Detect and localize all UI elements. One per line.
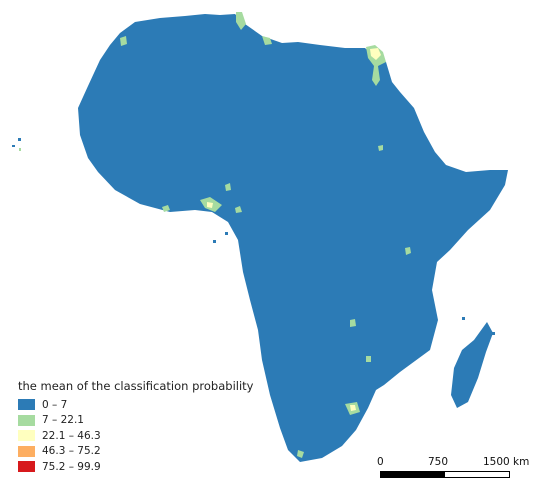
coast-patch: [236, 12, 246, 30]
legend-swatch: [18, 430, 35, 442]
scale-label-mid: 750: [428, 456, 449, 468]
island: [213, 240, 216, 243]
legend-label: 0 – 7: [42, 398, 68, 411]
island: [18, 138, 21, 141]
legend-swatch: [18, 414, 35, 426]
legend-item: 22.1 – 46.3: [16, 428, 256, 444]
island: [19, 148, 21, 151]
island: [492, 332, 495, 335]
scale-label-start: 0: [377, 456, 384, 468]
scale-label-end: 1500 km: [483, 456, 530, 468]
legend-label: 75.2 – 99.9: [42, 460, 101, 473]
scale-segment-light: [445, 472, 509, 477]
legend-swatch: [18, 461, 35, 473]
legend-label: 22.1 – 46.3: [42, 429, 101, 442]
inland-patch: [366, 356, 371, 362]
legend-item: 7 – 22.1: [16, 413, 256, 429]
inland-patch: [350, 319, 356, 327]
legend-item: 0 – 7: [16, 397, 256, 413]
island: [462, 317, 465, 320]
map-legend: the mean of the classification probabili…: [16, 379, 256, 475]
scale-bar-graphic: [380, 471, 510, 478]
legend-item: 46.3 – 75.2: [16, 444, 256, 460]
coast-patch: [162, 205, 170, 212]
legend-swatch: [18, 399, 35, 411]
legend-title: the mean of the classification probabili…: [18, 379, 254, 393]
scale-bar: 0 750 1500 km: [370, 456, 529, 484]
gauteng-core: [350, 405, 356, 411]
nile-delta-core: [370, 48, 381, 60]
scale-segment-dark: [381, 472, 445, 477]
coast-patch: [262, 36, 272, 45]
inland-patch: [378, 145, 383, 151]
coast-patch: [235, 206, 242, 213]
legend-label: 7 – 22.1: [42, 414, 84, 427]
island: [225, 232, 228, 235]
coast-patch: [297, 450, 304, 458]
inland-patch: [405, 247, 411, 255]
legend-item: 75.2 – 99.9: [16, 459, 256, 475]
island: [12, 145, 15, 147]
madagascar: [451, 322, 493, 408]
coast-patch: [120, 36, 127, 46]
inland-patch: [225, 183, 231, 191]
legend-swatch: [18, 445, 35, 457]
coast-patch: [207, 202, 213, 208]
africa-mainland: [78, 14, 508, 462]
legend-label: 46.3 – 75.2: [42, 445, 101, 458]
